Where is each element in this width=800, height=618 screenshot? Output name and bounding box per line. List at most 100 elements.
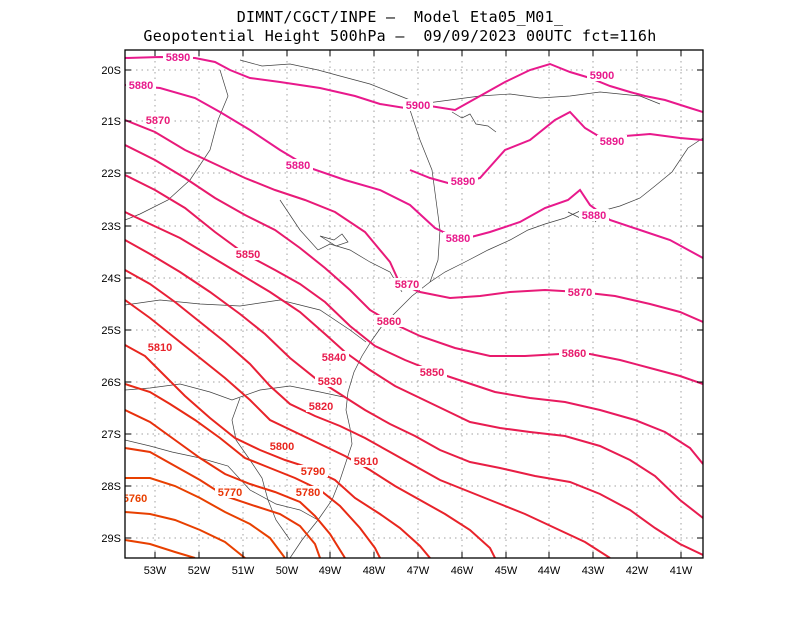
contour-label-bg [267,440,297,452]
contour-label: 5880 [582,210,606,222]
title-line-1: DIMNT/CGCT/INPE – Model Eta05_M01_ [236,8,564,26]
lat-label: 26S [101,377,121,389]
lat-label: 24S [101,273,121,285]
state-border-a [125,69,229,221]
contour-label: 5830 [318,376,342,388]
longitude-labels: 53W 52W 51W 50W 49W 48W 47W 46W 45W 44W … [144,565,693,577]
contour-label-bg [374,315,404,327]
state-border-north [239,59,661,105]
latitude-labels: 20S 21S 22S 23S 24S 25S 26S 27S 28S 29S [101,65,121,545]
contour-label: 5860 [562,348,586,360]
lat-label: 25S [101,325,121,337]
contour-line [125,269,611,558]
state-border-c [279,199,403,293]
contour-line [409,110,703,187]
contour-label-bg [143,114,173,126]
contour-line [125,144,703,385]
lat-label: 27S [101,429,121,441]
contour-line [125,447,321,558]
contour-label: 5810 [354,456,378,468]
lat-label: 20S [101,65,121,77]
contour-label-bg [392,278,422,290]
contour-label-bg [163,51,193,63]
contour-label-bg [587,69,617,81]
contour-label: 5890 [600,136,624,148]
contour-label: 5880 [446,233,470,245]
lon-label: 48W [363,565,386,577]
contour-label-bg [579,209,609,221]
contour-label: 5770 [218,487,242,499]
contour-line [125,477,286,558]
contour-label-bg [293,486,323,498]
river [231,397,291,541]
contour-line [125,344,431,558]
contour-label: 5900 [406,100,430,112]
contour-line [404,62,703,113]
contour-labels: 5890 5900 5880 5870 5900 5890 5880 5890 5880 5880… [125,51,627,505]
contour-label-bg [443,232,473,244]
contour-label: 5780 [296,487,320,499]
lon-label: 53W [144,565,167,577]
state-border-f [125,439,319,521]
contour-label-bg [597,135,627,147]
contour-label: 5790 [301,466,325,478]
contour-label-bg [417,366,447,378]
lon-label: 49W [319,565,342,577]
contour-label: 5850 [236,249,260,261]
contour-label-bg [233,248,263,260]
tick-marks [125,50,703,558]
coastline-and-borders [125,59,703,558]
state-border-e [125,383,349,401]
contour-line [125,511,246,558]
contour-label: 5850 [420,367,444,379]
contour-label: 5810 [148,342,172,354]
lon-label: 41W [670,565,693,577]
contour-label: 5800 [270,441,294,453]
plot-frame [124,49,704,559]
contour-label: 5840 [322,352,346,364]
grid-lines [125,50,703,558]
lon-label: 52W [188,565,211,577]
contour-label: 5890 [451,176,475,188]
height-contours [125,55,703,558]
contour-label: 5860 [377,316,401,328]
contour-label: 5820 [309,401,333,413]
contour-label-bg [306,400,336,412]
contour-label-bg [448,175,478,187]
contour-label-bg [565,286,595,298]
title-line-2: Geopotential Height 500hPa – 09/09/2023 … [143,27,657,45]
contour-label-bg [403,99,433,111]
lon-label: 45W [495,565,518,577]
state-border-d [125,299,367,343]
lat-label: 29S [101,533,121,545]
contour-label-bg [145,341,175,353]
lon-label: 47W [407,565,430,577]
contour-label-bg [126,79,156,91]
reservoir [451,111,497,133]
lat-label: 23S [101,221,121,233]
contour-line [125,211,703,519]
lon-label: 43W [582,565,605,577]
lake [319,233,349,247]
contour-line [125,239,703,556]
contour-line [125,539,196,558]
contour-label: 5880 [286,160,310,172]
contour-label-bg [283,159,313,171]
lon-label: 51W [232,565,255,577]
lon-label: 44W [538,565,561,577]
contour-line [125,409,346,558]
contour-line [125,299,496,558]
contour-label: 5870 [146,115,170,127]
contour-line [125,55,406,109]
lat-label: 22S [101,168,121,180]
contour-label-bg [559,347,589,359]
lon-label: 50W [276,565,299,577]
contour-label-bg [351,455,381,467]
contour-line [125,383,381,558]
lon-label: 46W [451,565,474,577]
contour-label-bg [319,351,349,363]
lon-label: 42W [626,565,649,577]
contour-label-bg [215,486,245,498]
contour-label: 5890 [166,52,190,64]
